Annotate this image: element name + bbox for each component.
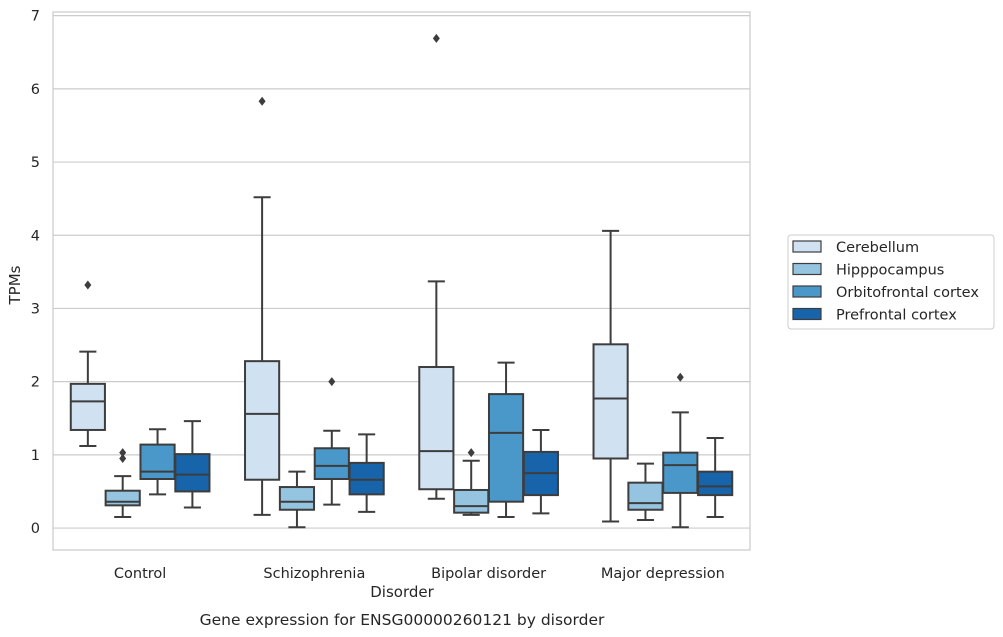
y-tick-labels: 0 1 2 3 4 5 6 7 [31, 9, 40, 537]
outlier-point [432, 33, 440, 43]
plot-frame [52, 11, 751, 551]
box-body [453, 488, 490, 514]
box-3-2 [662, 372, 699, 529]
x-tick-labels: Control Schizophrenia Bipolar disorder Majo… [114, 566, 725, 582]
box-body [697, 470, 734, 497]
y-tick-label: 6 [31, 82, 40, 98]
box-3-1 [627, 462, 664, 521]
box-group [69, 33, 734, 529]
box-2-3 [522, 428, 559, 515]
outlier-point [84, 280, 92, 290]
box-body [174, 453, 211, 493]
legend: Cerebellum Hipppocampus Orbitofrontal cort… [787, 234, 995, 330]
box-body [418, 366, 455, 491]
x-axis-label: Disorder [370, 583, 434, 601]
y-tick-label: 5 [31, 155, 40, 171]
outlier-point [119, 448, 127, 458]
legend-frame [787, 234, 995, 330]
box-body [487, 393, 525, 503]
box-body [278, 486, 316, 511]
box-body [348, 461, 385, 496]
legend-label: Prefrontal cortex [836, 308, 957, 324]
legend-label: Cerebellum [836, 240, 919, 256]
box-2-1 [453, 448, 490, 516]
outlier-point [467, 448, 475, 458]
x-tick-label: Major depression [601, 566, 725, 582]
x-tick-label: Bipolar disorder [431, 566, 546, 582]
legend-swatch [792, 262, 822, 276]
box-body [592, 343, 629, 460]
legend-swatch [792, 307, 822, 321]
x-tick-label: Control [114, 566, 166, 582]
outlier-point [258, 96, 266, 106]
box-body [313, 447, 350, 480]
outlier-point [676, 372, 684, 382]
box-body [627, 481, 664, 511]
x-tick-label: Schizophrenia [263, 566, 365, 582]
box-1-0 [244, 96, 281, 516]
box-2-2 [487, 361, 525, 519]
box-2-0 [418, 33, 455, 500]
outlier-point [328, 377, 336, 387]
box-3-0 [592, 229, 629, 523]
legend-swatch [792, 240, 822, 253]
box-body [244, 360, 281, 481]
box-0-1 [104, 448, 141, 519]
y-axis-label: TPMs [6, 265, 24, 305]
y-tick-label: 0 [31, 521, 40, 537]
box-body [662, 451, 699, 494]
outlier-point [119, 454, 127, 464]
box-body [104, 489, 141, 507]
box-3-3 [697, 437, 734, 519]
box-0-0 [69, 280, 106, 448]
box-1-1 [278, 470, 316, 529]
y-tick-label: 1 [31, 448, 40, 464]
legend-swatch [792, 285, 822, 298]
legend-label: Hipppocampus [836, 263, 944, 279]
box-body [69, 382, 106, 431]
legend-label: Orbitofrontal cortex [836, 285, 979, 301]
y-tick-label: 2 [31, 375, 40, 391]
box-0-3 [174, 420, 211, 509]
y-tick-label: 7 [31, 9, 40, 25]
box-body [139, 443, 176, 480]
chart-caption: Gene expression for ENSG00000260121 by d… [200, 611, 605, 629]
y-tick-label: 4 [31, 228, 40, 244]
box-0-2 [139, 428, 176, 496]
y-tick-label: 3 [31, 301, 40, 317]
box-1-3 [348, 433, 385, 513]
